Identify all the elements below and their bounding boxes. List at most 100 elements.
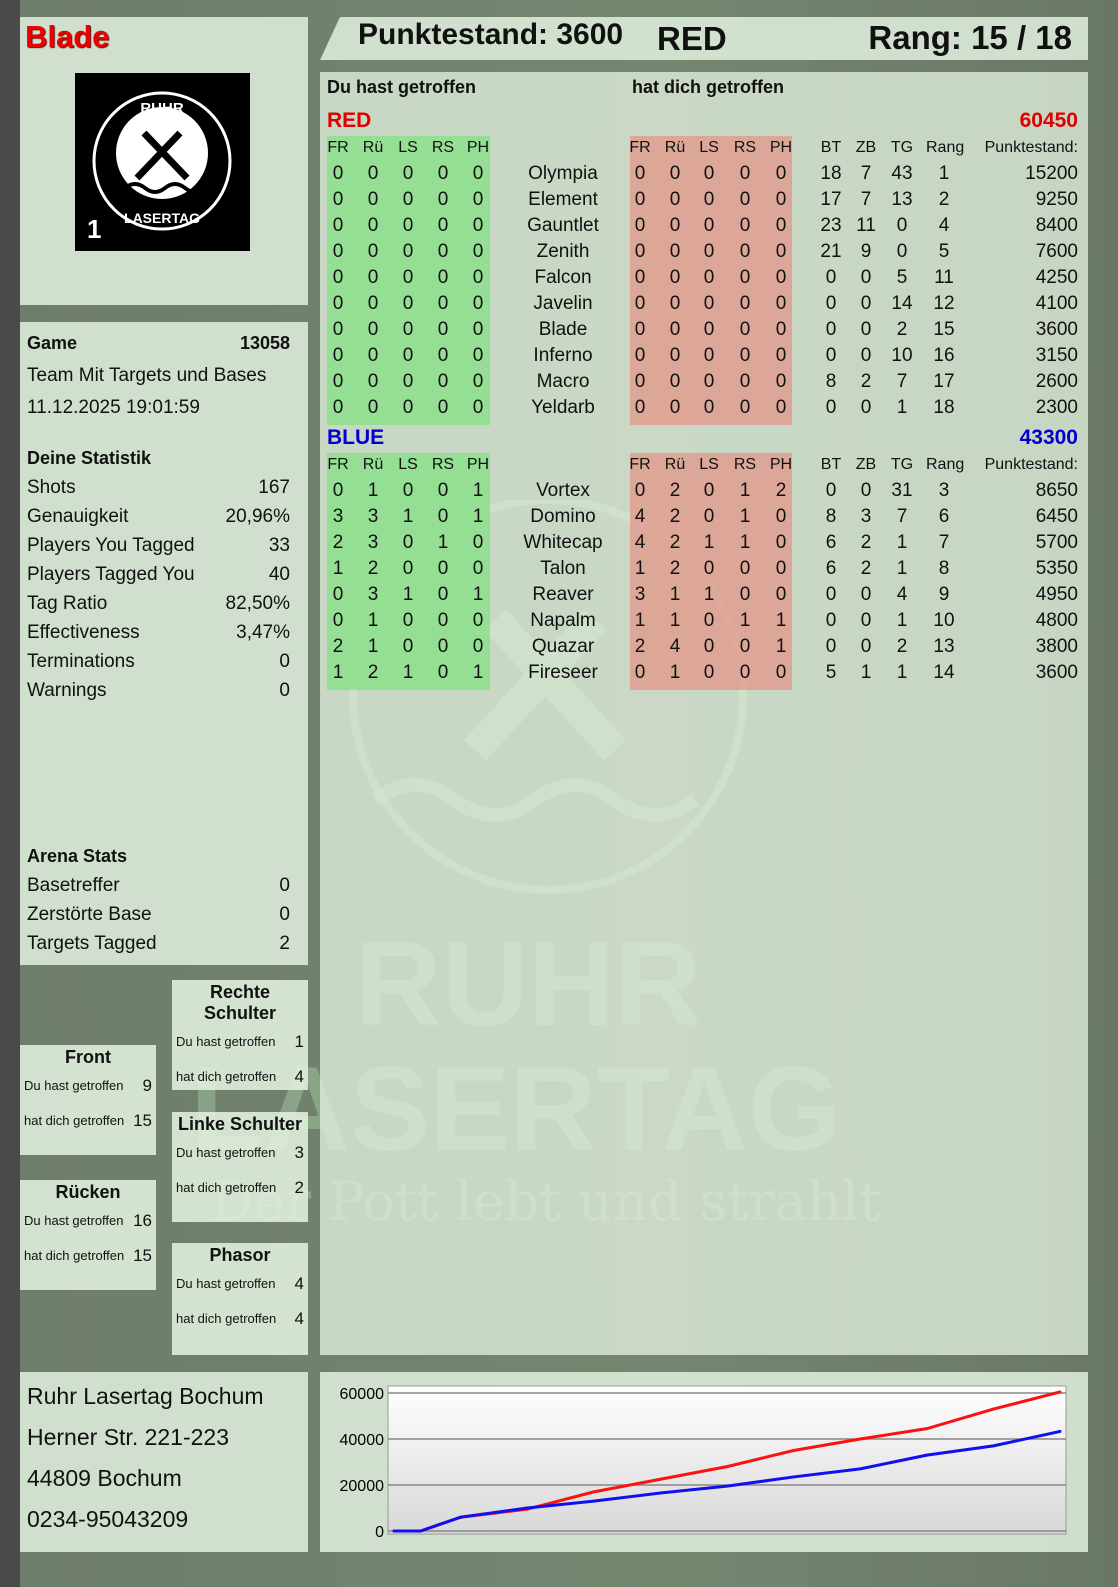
hit-zone-value: 3 (294, 1142, 304, 1162)
you-hit-cell: 0 (402, 163, 414, 184)
you-hit-cell: 1 (332, 558, 344, 579)
player-row[interactable]: 0 0 0 0 0 Gauntlet 0 0 0 0 0 23 11 0 4 8400 (320, 215, 1088, 241)
y-tick-label: 0 (375, 1524, 384, 1541)
player-row[interactable]: 0 1 0 0 0 Napalm 1 1 0 1 1 0 0 1 10 4800 (320, 610, 1088, 636)
hit-you-cell: 0 (634, 319, 646, 340)
tg-cell: 1 (896, 662, 908, 683)
hit-you-cell: 0 (669, 397, 681, 418)
player-row[interactable]: 0 0 0 0 0 Falcon 0 0 0 0 0 0 0 5 11 4250 (320, 267, 1088, 293)
bt-cell: 6 (825, 558, 837, 579)
score-cell: 2300 (1035, 397, 1078, 418)
player-row[interactable]: 0 3 1 0 1 Reaver 3 1 1 0 0 0 0 4 9 4950 (320, 584, 1088, 610)
series-point (592, 1499, 596, 1503)
hit-you-cell: 0 (703, 163, 715, 184)
you-hit-cell: 0 (402, 189, 414, 210)
you-hit-cell: 0 (402, 558, 414, 579)
you-hit-cell: 1 (472, 480, 484, 501)
you-hit-cell: 0 (437, 636, 449, 657)
hit-you-cell: 4 (634, 532, 646, 553)
player-row[interactable]: 1 2 1 0 1 Fireseer 0 1 0 0 0 5 1 1 14 3600 (320, 662, 1088, 688)
rank-cell: 3 (938, 480, 950, 501)
player-name-cell: Zenith (536, 241, 590, 262)
player-row[interactable]: 0 1 0 0 1 Vortex 0 2 0 1 2 0 0 31 3 8650 (320, 480, 1088, 506)
player-row[interactable]: 2 3 0 1 0 Whitecap 4 2 1 1 0 6 2 1 7 5700 (320, 532, 1088, 558)
you-hit-cell: 2 (367, 662, 379, 683)
hit-zone-value: 15 (133, 1245, 152, 1265)
hit-zone-value: 4 (294, 1066, 304, 1086)
bt-cell: 5 (825, 662, 837, 683)
hit-you-cell: 1 (634, 558, 646, 579)
player-name-cell: Element (528, 189, 598, 210)
stat-value: 167 (258, 476, 290, 498)
rank-cell: 11 (934, 267, 954, 288)
hit-you-cell: 0 (634, 371, 646, 392)
stat-header: Rang (926, 139, 965, 156)
player-name-cell: Inferno (533, 345, 593, 366)
hit-you-cell: 2 (669, 532, 681, 553)
player-name-cell: Yeldarb (531, 397, 595, 418)
you-hit-cell: 1 (402, 584, 414, 605)
series-point (1058, 1429, 1062, 1433)
you-hit-cell: 1 (367, 636, 379, 657)
player-name: Blade (25, 19, 110, 54)
hit-zone-label: Du hast getroffen (176, 1276, 276, 1291)
hit-zone-title: Front (65, 1047, 111, 1067)
hit-zone-value: 15 (133, 1110, 152, 1130)
score-cell: 5350 (1035, 558, 1078, 579)
hit-you-cell: 1 (669, 584, 681, 605)
stat-value: 33 (268, 534, 290, 556)
hit-you-cell: 2 (634, 636, 646, 657)
arena-title: Arena Stats (27, 846, 128, 866)
tg-cell: 2 (896, 636, 908, 657)
bt-cell: 0 (825, 293, 837, 314)
you-hit-cell: 0 (402, 267, 414, 288)
game-number: 13058 (239, 332, 290, 353)
series-point (525, 1506, 529, 1510)
player-row[interactable]: 3 3 1 0 1 Domino 4 2 0 1 0 8 3 7 6 6450 (320, 506, 1088, 532)
tg-cell: 5 (896, 267, 908, 288)
rank-cell: 16 (933, 345, 955, 366)
player-row[interactable]: 0 0 0 0 0 Olympia 0 0 0 0 0 18 7 43 1 15200 (320, 163, 1088, 189)
player-row[interactable]: 0 0 0 0 0 Javelin 0 0 0 0 0 0 0 14 12 4100 (320, 293, 1088, 319)
you-hit-cell: 0 (402, 215, 414, 236)
player-row[interactable]: 0 0 0 0 0 Zenith 0 0 0 0 0 21 9 0 5 7600 (320, 241, 1088, 267)
rank-cell: 2 (938, 189, 950, 210)
you-hit-cell: 0 (402, 532, 414, 553)
you-hit-cell: 0 (332, 480, 344, 501)
hit-you-cell: 0 (739, 584, 751, 605)
you-hit-header: FR (327, 456, 349, 473)
score-cell: 5700 (1035, 532, 1078, 553)
table-header-row: FR FR Rü Rü LS LS RS RS PH PH BT ZB TG Rang Punktestan… (320, 456, 1088, 482)
hit-zone-label: hat dich getroffen (24, 1113, 125, 1128)
player-name-cell: Reaver (532, 584, 594, 605)
tg-cell: 43 (891, 163, 913, 184)
hit-you-cell: 0 (739, 636, 751, 657)
hit-you-cell: 0 (703, 662, 715, 683)
hit-you-cell: 0 (739, 163, 751, 184)
you-hit-cell: 0 (437, 558, 449, 579)
player-row[interactable]: 0 0 0 0 0 Macro 0 0 0 0 0 8 2 7 17 2600 (320, 371, 1088, 397)
hit-zone-row: Du hast getroffen 1 (176, 1024, 304, 1059)
stats-panel: Game 13058 Team Mit Targets und Bases 11.… (20, 322, 308, 965)
you-hit-cell: 0 (332, 397, 344, 418)
you-hit-cell: 0 (367, 319, 379, 340)
stat-header: ZB (855, 456, 877, 473)
player-row[interactable]: 0 0 0 0 0 Inferno 0 0 0 0 0 0 0 10 16 3150 (320, 345, 1088, 371)
player-row[interactable]: 0 0 0 0 0 Yeldarb 0 0 0 0 0 0 0 1 18 2300 (320, 397, 1088, 423)
player-panel: Blade RUHR LASERTAG 1 (20, 17, 308, 305)
hit-you-cell: 0 (775, 532, 787, 553)
stat-header: TG (890, 456, 914, 473)
stats-title: Deine Statistik (27, 448, 152, 468)
rank-cell: 14 (933, 662, 955, 683)
you-hit-cell: 0 (332, 293, 344, 314)
you-hit-cell: 0 (367, 163, 379, 184)
player-row[interactable]: 2 1 0 0 0 Quazar 2 4 0 0 1 0 0 2 13 3800 (320, 636, 1088, 662)
player-row[interactable]: 0 0 0 0 0 Blade 0 0 0 0 0 0 0 2 15 3600 (320, 319, 1088, 345)
hit-you-cell: 0 (634, 241, 646, 262)
hit-you-cell: 0 (634, 267, 646, 288)
player-row[interactable]: 0 0 0 0 0 Element 0 0 0 0 0 17 7 13 2 9250 (320, 189, 1088, 215)
hit-you-heading: hat dich getroffen (632, 77, 784, 97)
stat-value: 20,96% (225, 505, 290, 527)
player-row[interactable]: 1 2 0 0 0 Talon 1 2 0 0 0 6 2 1 8 5350 (320, 558, 1088, 584)
you-hit-cell: 0 (402, 241, 414, 262)
